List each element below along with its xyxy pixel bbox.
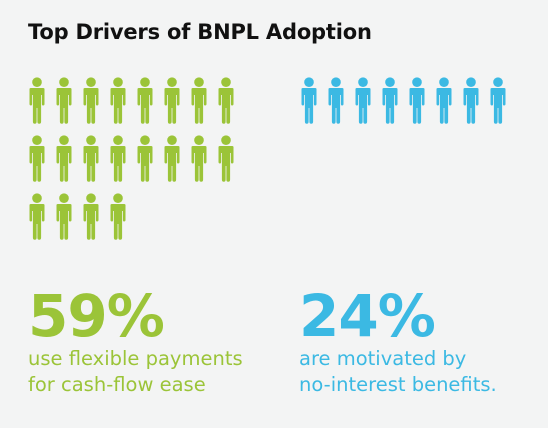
person-icon-green-3 xyxy=(83,77,99,124)
person-icon-green-16 xyxy=(218,135,234,182)
blue-person-group xyxy=(297,77,517,137)
green-person-group xyxy=(25,77,245,253)
person-icon-green-11 xyxy=(83,135,99,182)
person-icon-blue-2 xyxy=(328,77,344,124)
person-icon-green-18 xyxy=(56,193,72,240)
green-description-line-1: use flexible payments xyxy=(28,347,243,370)
person-icon-blue-6 xyxy=(436,77,452,124)
person-icon-green-13 xyxy=(137,135,153,182)
person-icon-blue-4 xyxy=(382,77,398,124)
blue-description-line-1: are motivated by xyxy=(299,347,467,370)
person-icon-green-2 xyxy=(56,77,72,124)
person-icon-green-9 xyxy=(29,135,45,182)
person-icon-green-12 xyxy=(110,135,126,182)
person-icon-green-14 xyxy=(164,135,180,182)
person-icon-green-7 xyxy=(191,77,207,124)
person-icon-green-4 xyxy=(110,77,126,124)
person-icon-green-15 xyxy=(191,135,207,182)
blue-person-icons xyxy=(301,77,506,124)
person-icon-blue-5 xyxy=(409,77,425,124)
green-percent: 59% xyxy=(28,282,165,350)
person-icon-green-17 xyxy=(29,193,45,240)
person-icon-green-8 xyxy=(218,77,234,124)
person-icon-blue-7 xyxy=(463,77,479,124)
person-icon-green-1 xyxy=(29,77,45,124)
chart-title: Top Drivers of BNPL Adoption xyxy=(28,20,372,44)
green-person-icons xyxy=(29,77,234,240)
person-icon-blue-1 xyxy=(301,77,317,124)
blue-percent: 24% xyxy=(299,282,436,350)
person-icon-blue-8 xyxy=(490,77,506,124)
person-icon-blue-3 xyxy=(355,77,371,124)
green-description-line-2: for cash-flow ease xyxy=(28,373,206,396)
person-icon-green-19 xyxy=(83,193,99,240)
person-icon-green-20 xyxy=(110,193,126,240)
person-icon-green-5 xyxy=(137,77,153,124)
person-icon-green-10 xyxy=(56,135,72,182)
blue-description-line-2: no-interest benefits. xyxy=(299,373,497,396)
person-icon-green-6 xyxy=(164,77,180,124)
